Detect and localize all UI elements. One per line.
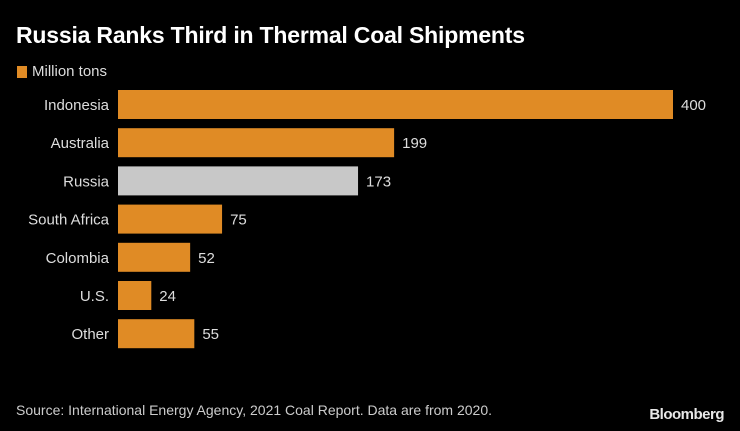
category-label: U.S. [80, 288, 109, 305]
bar-south-africa [118, 204, 223, 234]
bar-other [118, 319, 195, 349]
data-label: 199 [402, 135, 427, 152]
data-label: 75 [230, 212, 247, 229]
category-label: Australia [51, 135, 110, 152]
source-note: Source: International Energy Agency, 202… [16, 402, 493, 418]
legend-swatch [17, 65, 27, 78]
data-label: 55 [202, 326, 219, 343]
legend-label: Million tons [32, 63, 108, 80]
bar-australia [118, 128, 395, 158]
bar-indonesia [118, 90, 673, 119]
data-label: 52 [198, 250, 215, 267]
category-label: Colombia [46, 250, 110, 267]
legend: Million tons [17, 63, 107, 80]
data-label: 173 [366, 173, 391, 190]
bloomberg-logo: Bloomberg [649, 406, 724, 423]
bar-russia [118, 166, 359, 196]
data-label: 24 [159, 288, 176, 305]
bar-colombia [118, 242, 191, 272]
bar-u-s [118, 281, 152, 310]
data-label: 400 [681, 97, 706, 114]
category-label: Indonesia [44, 97, 110, 114]
chart-title: Russia Ranks Third in Thermal Coal Shipm… [16, 22, 525, 48]
category-label: South Africa [28, 212, 110, 229]
category-label: Russia [63, 173, 110, 190]
category-label: Other [71, 326, 109, 343]
